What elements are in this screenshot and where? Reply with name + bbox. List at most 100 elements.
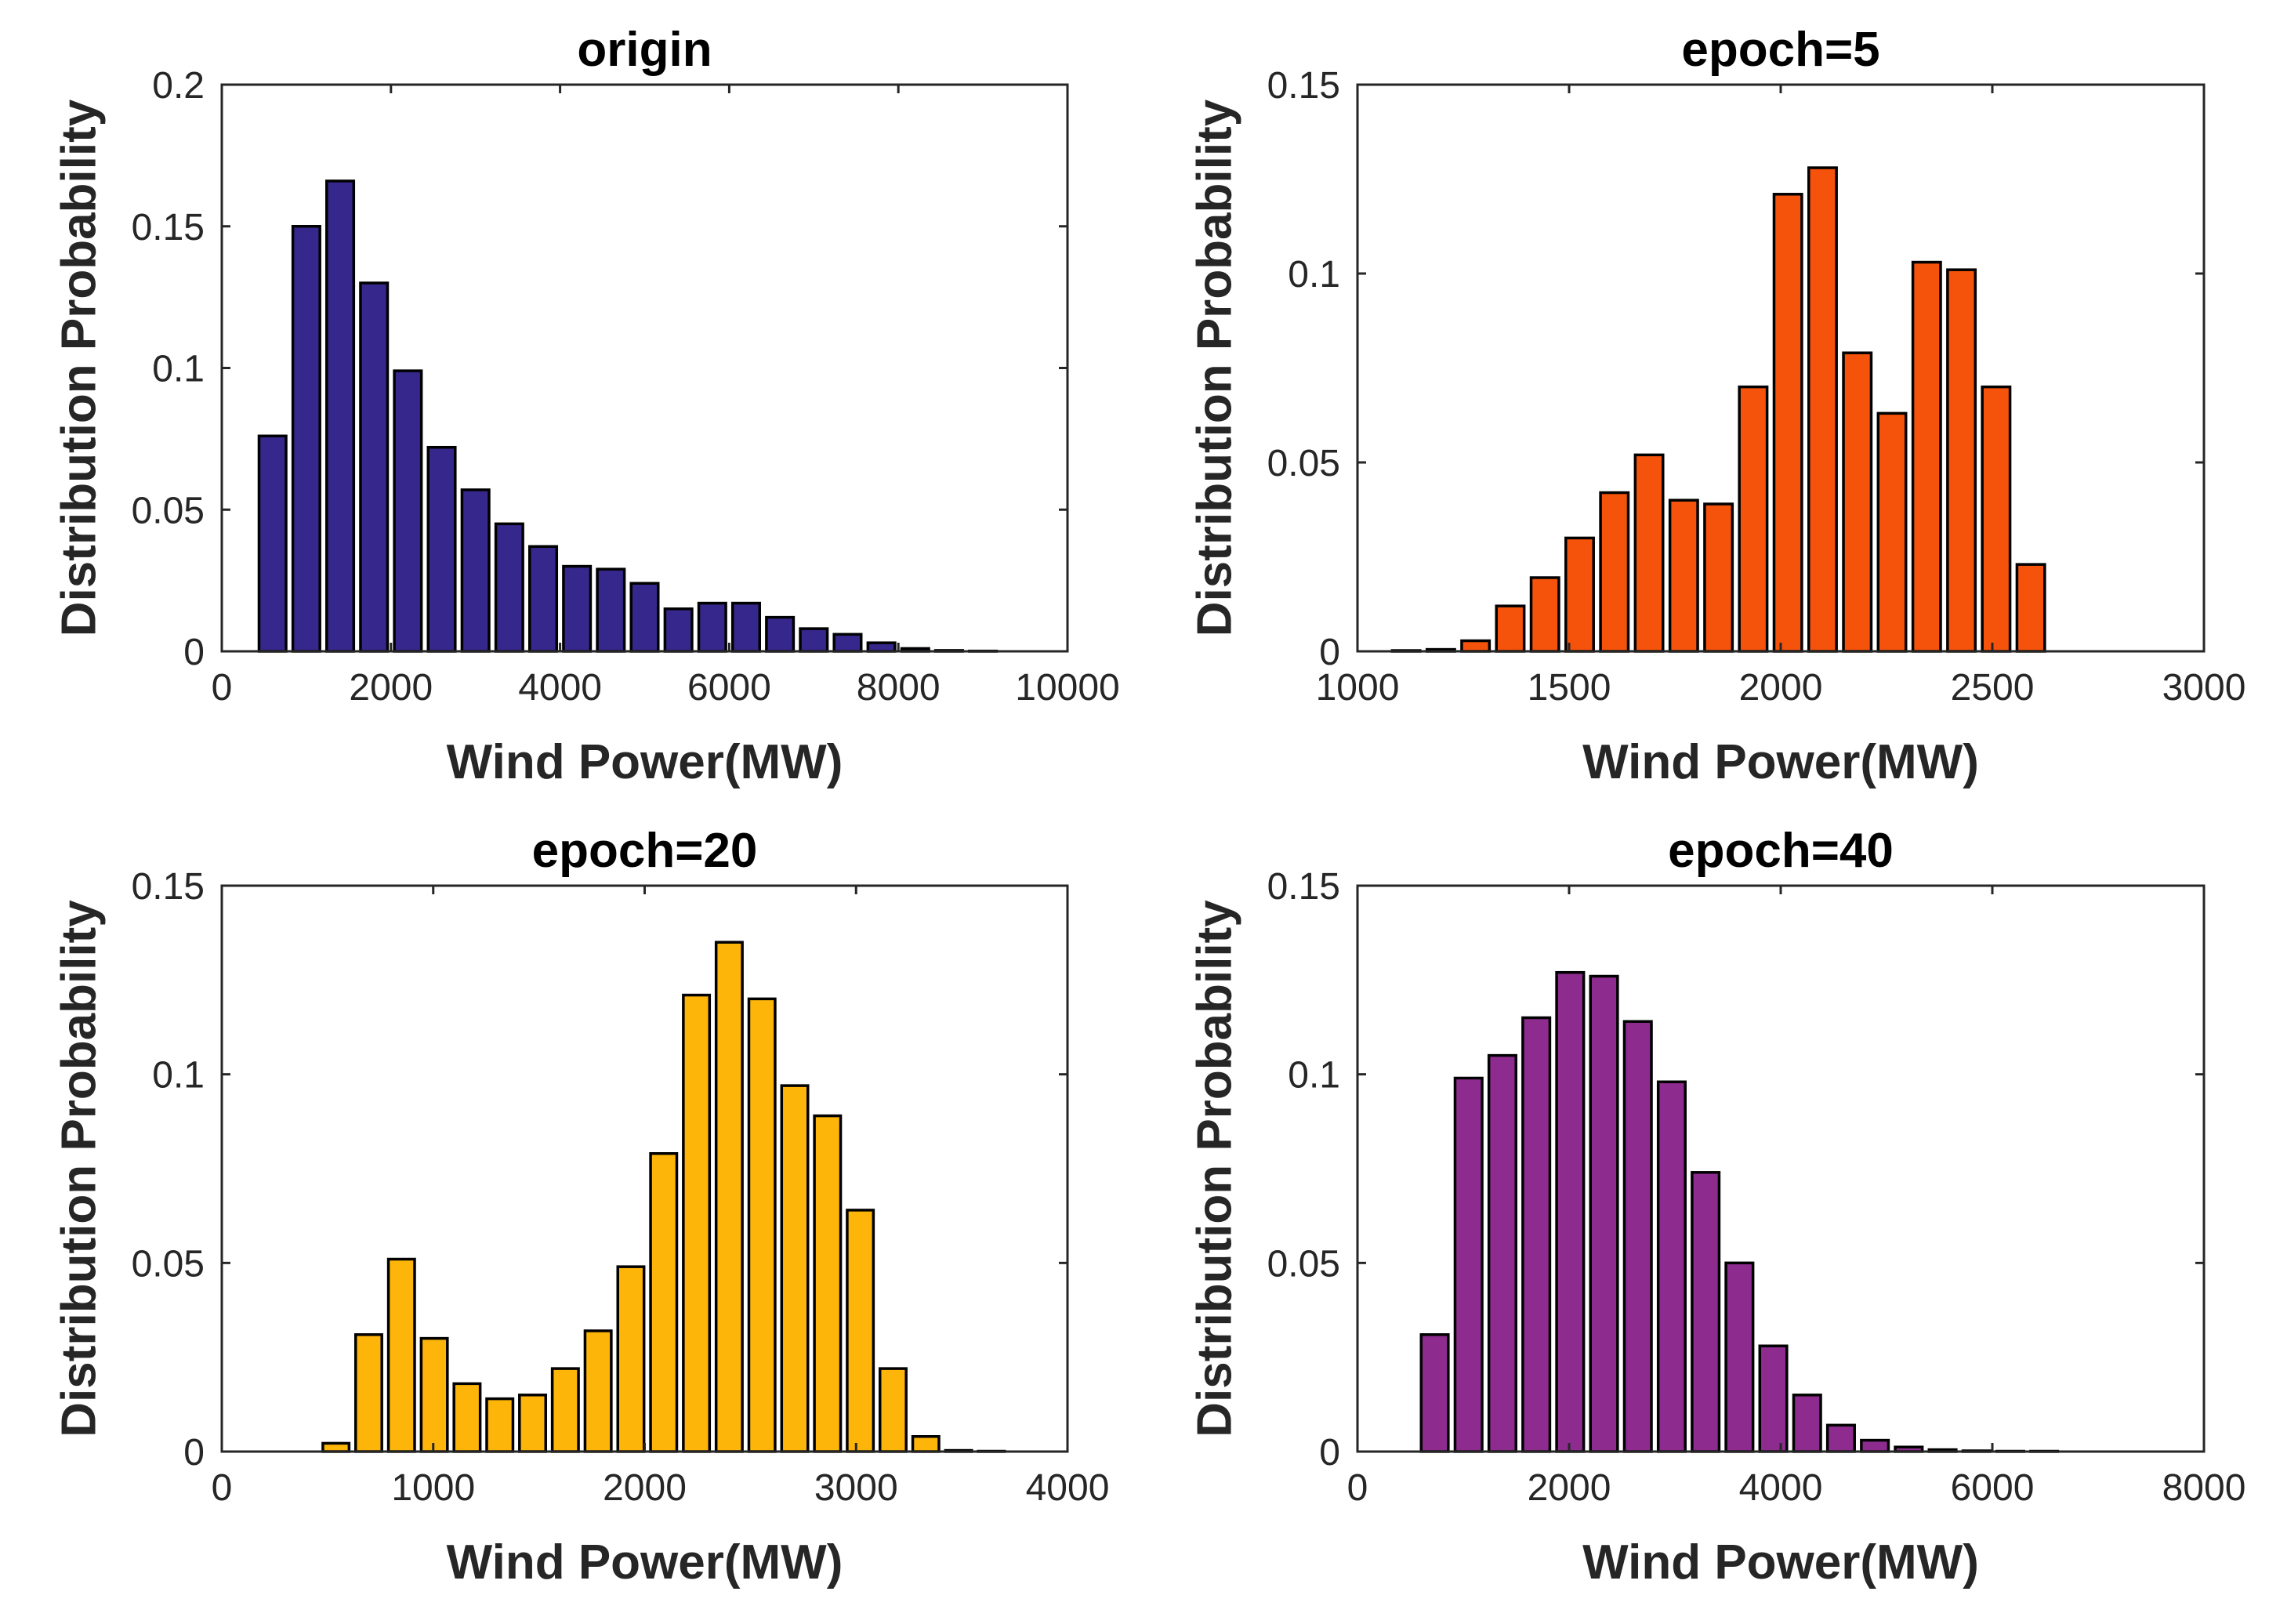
bar	[1825, 1423, 1856, 1453]
x-tick-label: 8000	[2162, 1467, 2246, 1509]
chart-panel-epoch20: 0 1000 2000 3000 4000 0 0.05 0.1 0.15 epoch=20 Win…	[52, 824, 1109, 1590]
x-axis-label: Wind Power(MW)	[1582, 735, 1979, 789]
panel-title: epoch=40	[1668, 824, 1894, 878]
bar	[583, 1329, 613, 1453]
chart-panel-origin: 0 2000 4000 6000 8000 10000 0 0.05 0.1 0.15 0.2 ori…	[52, 23, 1119, 789]
y-tick-label: 0.15	[132, 207, 205, 248]
x-tick-label: 3000	[2162, 667, 2246, 709]
x-tick-label: 2500	[1951, 667, 2035, 709]
bar	[846, 1209, 875, 1453]
bar	[460, 488, 491, 653]
bar	[832, 633, 863, 653]
bar	[1589, 974, 1619, 1453]
y-tick-label: 0	[183, 1432, 205, 1474]
bar	[813, 1114, 843, 1453]
bar	[697, 601, 727, 653]
bar	[2015, 563, 2046, 653]
y-tick-label: 0.15	[1267, 65, 1340, 107]
bar	[682, 993, 712, 1453]
y-tick-label: 0.05	[132, 490, 205, 531]
x-tick-label: 0	[212, 667, 233, 709]
x-tick-label: 2000	[349, 667, 433, 709]
x-tick-label: 1500	[1528, 667, 1611, 709]
bar	[1792, 1394, 1822, 1453]
x-axis-label: Wind Power(MW)	[1582, 1535, 1979, 1590]
x-tick-label: 1000	[1316, 667, 1400, 709]
y-tick-label: 0.15	[132, 866, 205, 908]
x-tick-label: 3000	[814, 1467, 898, 1509]
x-axis-label: Wind Power(MW)	[447, 735, 843, 789]
bar	[354, 1333, 383, 1453]
y-axis-label: Distribution Probability	[1187, 900, 1241, 1437]
bar	[616, 1265, 646, 1453]
bar	[1521, 1016, 1552, 1453]
bar	[1599, 491, 1630, 653]
bar	[730, 601, 761, 653]
bar	[780, 1084, 810, 1453]
bar	[1691, 1171, 1721, 1453]
x-tick-label: 4000	[1026, 1467, 1110, 1509]
bar	[494, 522, 524, 653]
x-axis-label: Wind Power(MW)	[447, 1535, 843, 1590]
bar	[596, 567, 626, 653]
y-tick-label: 0.05	[1267, 1243, 1340, 1285]
y-axis-label: Distribution Probability	[1187, 99, 1241, 636]
bar	[663, 607, 694, 653]
x-tick-label: 1000	[391, 1467, 475, 1509]
bar	[1453, 1076, 1484, 1453]
bar	[878, 1367, 908, 1453]
bar	[1911, 260, 1942, 653]
y-tick-label: 0.05	[132, 1243, 205, 1285]
x-tick-label: 4000	[518, 667, 602, 709]
x-tick-label: 10000	[1015, 667, 1119, 709]
bar	[291, 225, 321, 653]
bar	[1946, 268, 1977, 653]
bar	[485, 1397, 515, 1453]
y-tick-label: 0.1	[152, 349, 205, 390]
bar	[1772, 193, 1803, 653]
bar	[1981, 385, 2012, 653]
y-axis-label: Distribution Probability	[52, 99, 106, 636]
bar	[1724, 1261, 1755, 1453]
panel-title: epoch=5	[1681, 23, 1879, 77]
bar	[1656, 1080, 1687, 1453]
bar	[1738, 385, 1769, 653]
y-tick-label: 0.1	[152, 1055, 205, 1097]
bar	[1860, 1438, 1890, 1453]
bar	[1633, 453, 1665, 653]
bar	[1842, 351, 1873, 653]
bar	[325, 179, 356, 653]
bar	[1460, 639, 1492, 653]
bar	[426, 445, 457, 653]
bar	[1555, 970, 1586, 1453]
x-tick-label: 4000	[1739, 1467, 1823, 1509]
y-tick-label: 0.2	[152, 65, 205, 107]
y-tick-label: 0.15	[1267, 866, 1340, 908]
y-tick-label: 0.1	[1288, 1055, 1340, 1097]
x-tick-label: 0	[1347, 1467, 1368, 1509]
panel-title: origin	[577, 23, 712, 77]
bar	[1622, 1020, 1653, 1453]
x-tick-label: 2000	[1528, 1467, 1611, 1509]
bar	[911, 1434, 941, 1453]
bar	[714, 941, 744, 1453]
x-tick-label: 6000	[1951, 1467, 2035, 1509]
bar	[257, 434, 288, 653]
panel-title: epoch=20	[532, 824, 758, 878]
bar	[1529, 576, 1560, 653]
bar	[321, 1441, 351, 1453]
bar	[747, 997, 777, 1453]
y-tick-label: 0.05	[1267, 443, 1340, 484]
bar	[1703, 502, 1734, 653]
bar	[1487, 1053, 1517, 1453]
bar	[1807, 166, 1838, 653]
bar	[799, 627, 829, 653]
bar	[1876, 411, 1908, 653]
bar	[1668, 498, 1699, 653]
x-tick-label: 2000	[603, 1467, 687, 1509]
bar	[419, 1336, 449, 1453]
chart-panel-epoch5: 1000 1500 2000 2500 3000 0 0.05 0.1 0.15 epoch=5 W…	[1187, 23, 2245, 789]
y-axis-label: Distribution Probability	[52, 900, 106, 1437]
bar	[518, 1394, 548, 1453]
